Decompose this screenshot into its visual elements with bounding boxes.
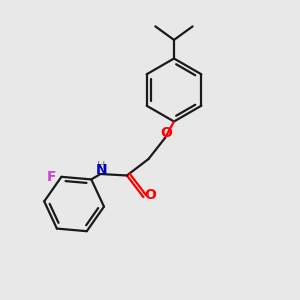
Text: O: O [144, 188, 156, 202]
Text: H: H [97, 161, 105, 171]
Text: N: N [95, 163, 107, 177]
Text: F: F [47, 170, 57, 184]
Text: O: O [160, 126, 172, 140]
